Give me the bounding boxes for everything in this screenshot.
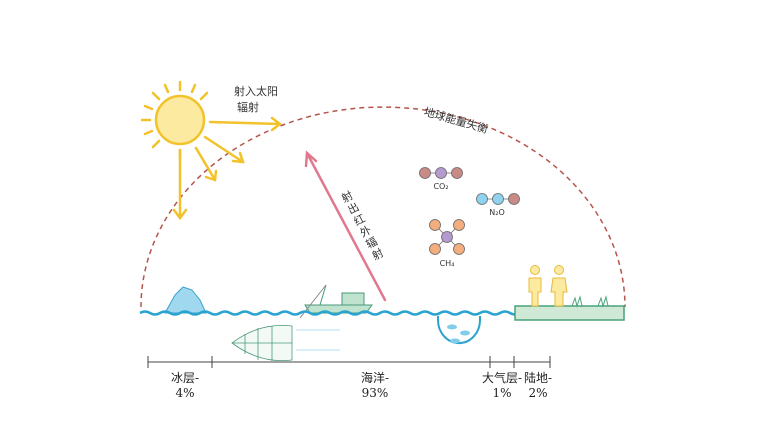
molecule-label: CO₂ [433,182,448,191]
grass [571,295,609,308]
segment-share: 1% [492,386,511,400]
incoming-arrows [172,116,283,221]
ch4 [429,219,465,255]
sun [140,80,209,160]
outgoing-arrow [304,150,387,302]
share-axis [147,356,551,368]
n2o [476,193,520,205]
boat [299,284,373,319]
land [514,305,625,321]
segment-share: 93% [362,386,389,400]
imbalance-label: 地球能量失衡 [422,104,489,136]
molecule-label: N₂O [489,208,505,217]
segment-share: 2% [528,386,547,400]
segment-name: 冰层- [171,371,199,385]
energy-dome [140,106,626,308]
incoming-label: 射入太阳 [234,84,278,98]
fish [447,324,470,344]
segment-name: 海洋- [361,370,389,385]
segment-name: 大气层- [482,370,522,385]
incoming-label: 辐射 [237,100,259,114]
molecule-label: CH₄ [440,259,455,268]
co2 [419,167,463,179]
fishing-net [231,325,340,361]
segment-share: 4% [175,386,194,400]
ocean-basin [437,316,481,345]
segment-name: 陆地- [524,370,552,385]
iceberg [164,286,207,314]
water-line [139,310,526,316]
people [528,265,568,307]
